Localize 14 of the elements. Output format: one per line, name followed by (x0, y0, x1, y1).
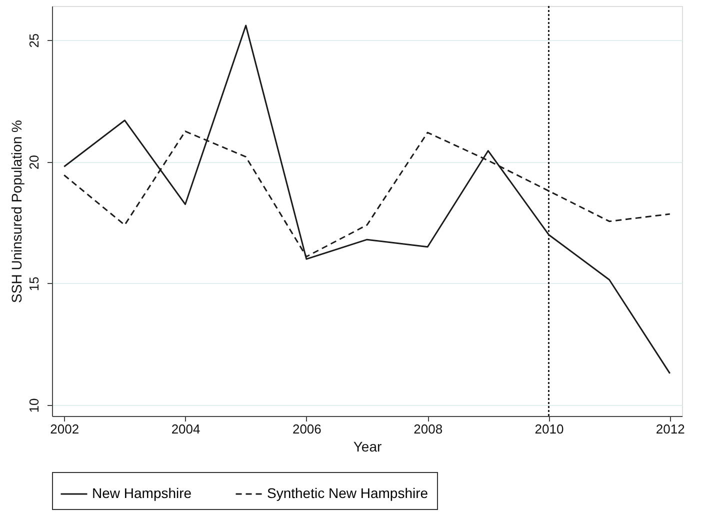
legend-label: Synthetic New Hampshire (267, 485, 428, 501)
y-tick-label: 10 (26, 398, 42, 413)
legend-label: New Hampshire (92, 485, 192, 501)
x-tick-label: 2002 (50, 422, 80, 436)
y-tick-label: 25 (26, 33, 42, 48)
x-tick-label: 2004 (171, 422, 200, 436)
y-tick-label: 20 (26, 154, 42, 170)
x-tick-label: 2006 (292, 422, 322, 436)
y-tick-label: 15 (26, 276, 42, 292)
x-tick-label: 2008 (414, 422, 443, 436)
x-axis-title: Year (353, 438, 382, 454)
x-tick-label: 2010 (534, 422, 564, 436)
x-tick-label: 2012 (656, 422, 685, 436)
y-axis-title: SSH Uninsured Population % (8, 120, 24, 303)
